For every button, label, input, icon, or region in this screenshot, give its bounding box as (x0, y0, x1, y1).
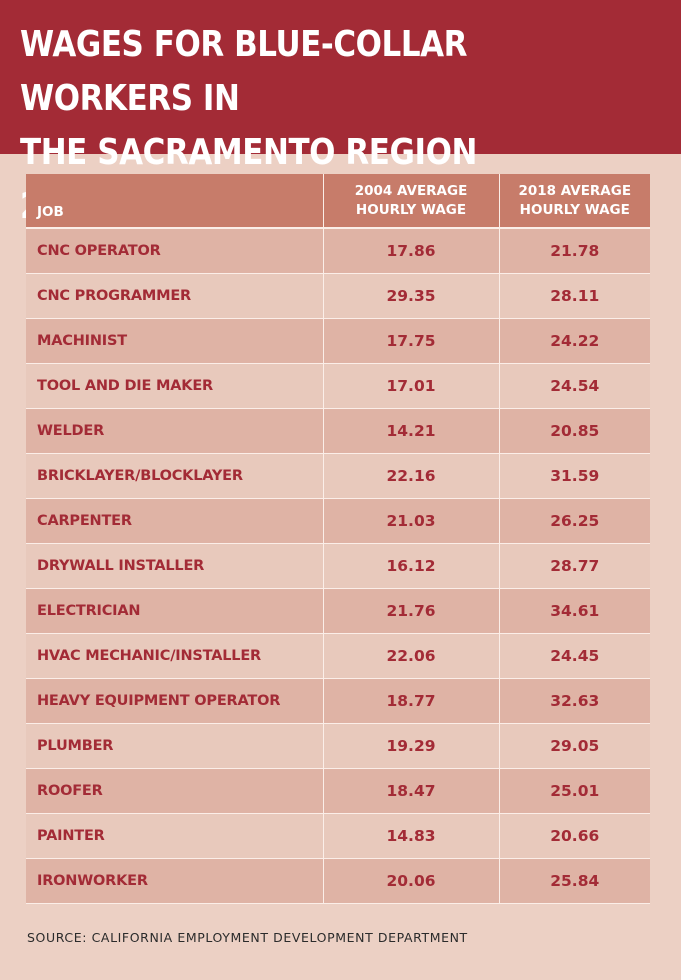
wage-2004-cell: 14.83 (323, 813, 500, 859)
job-cell: WELDER (26, 408, 324, 454)
table-row: TOOL AND DIE MAKER 17.01 24.54 (26, 363, 650, 409)
table-row: MACHINIST 17.75 24.22 (26, 318, 650, 364)
wage-2004-cell: 17.01 (323, 363, 500, 409)
job-cell: PAINTER (26, 813, 324, 859)
title-banner: WAGES FOR BLUE-COLLAR WORKERS IN THE SAC… (0, 0, 681, 227)
wage-2018-cell: 24.45 (499, 633, 650, 679)
wage-2018-cell: 20.66 (499, 813, 650, 859)
job-cell: HEAVY EQUIPMENT OPERATOR (26, 678, 324, 724)
column-header-2018: 2018 AVERAGE HOURLY WAGE (499, 174, 650, 229)
job-cell: ROOFER (26, 768, 324, 814)
table-row: CNC OPERATOR 17.86 21.78 (26, 228, 650, 274)
table-row: PAINTER 14.83 20.66 (26, 813, 650, 859)
wage-2018-cell: 28.11 (499, 273, 650, 319)
column-header-2004-line-2: HOURLY WAGE (355, 201, 467, 218)
job-cell: PLUMBER (26, 723, 324, 769)
table-row: IRONWORKER 20.06 25.84 (26, 858, 650, 904)
job-cell: DRYWALL INSTALLER (26, 543, 324, 589)
wage-2018-cell: 24.22 (499, 318, 650, 364)
table-body: CNC OPERATOR 17.86 21.78 CNC PROGRAMMER 29.3… (26, 228, 650, 904)
table-row: PLUMBER 19.29 29.05 (26, 723, 650, 769)
job-cell: BRICKLAYER/BLOCKLAYER (26, 453, 324, 499)
wage-2004-cell: 17.86 (323, 228, 500, 274)
wage-2004-cell: 16.12 (323, 543, 500, 589)
wage-2004-cell: 20.06 (323, 858, 500, 904)
wage-2004-cell: 22.16 (323, 453, 500, 499)
wage-2004-cell: 18.77 (323, 678, 500, 724)
wage-2018-cell: 34.61 (499, 588, 650, 634)
wage-2004-cell: 22.06 (323, 633, 500, 679)
wage-2018-cell: 25.01 (499, 768, 650, 814)
wage-2018-cell: 28.77 (499, 543, 650, 589)
table-row: CNC PROGRAMMER 29.35 28.11 (26, 273, 650, 319)
wage-2018-cell: 29.05 (499, 723, 650, 769)
table-row: ROOFER 18.47 25.01 (26, 768, 650, 814)
table-row: WELDER 14.21 20.85 (26, 408, 650, 454)
table-header-row: JOB 2004 AVERAGE HOURLY WAGE 2018 AVERAG… (26, 174, 650, 229)
job-cell: CNC OPERATOR (26, 228, 324, 274)
wage-2018-cell: 25.84 (499, 858, 650, 904)
column-header-2018-line-1: 2018 AVERAGE (518, 182, 632, 199)
job-cell: CARPENTER (26, 498, 324, 544)
wage-2018-cell: 31.59 (499, 453, 650, 499)
table-row: CARPENTER 21.03 26.25 (26, 498, 650, 544)
table-row: BRICKLAYER/BLOCKLAYER 22.16 31.59 (26, 453, 650, 499)
wage-2004-cell: 21.76 (323, 588, 500, 634)
source-note: SOURCE: CALIFORNIA EMPLOYMENT DEVELOPMEN… (27, 930, 468, 945)
wage-2004-cell: 17.75 (323, 318, 500, 364)
column-header-job: JOB (26, 174, 324, 229)
job-cell: CNC PROGRAMMER (26, 273, 324, 319)
table-row: HEAVY EQUIPMENT OPERATOR 18.77 32.63 (26, 678, 650, 724)
column-header-2004: 2004 AVERAGE HOURLY WAGE (323, 174, 500, 229)
column-header-job-label: JOB (37, 204, 64, 220)
job-cell: TOOL AND DIE MAKER (26, 363, 324, 409)
job-cell: HVAC MECHANIC/INSTALLER (26, 633, 324, 679)
wage-2004-cell: 21.03 (323, 498, 500, 544)
wage-2018-cell: 21.78 (499, 228, 650, 274)
column-header-2004-line-1: 2004 AVERAGE (354, 182, 468, 199)
table-row: DRYWALL INSTALLER 16.12 28.77 (26, 543, 650, 589)
job-cell: ELECTRICIAN (26, 588, 324, 634)
table-row: HVAC MECHANIC/INSTALLER 22.06 24.45 (26, 633, 650, 679)
wage-2018-cell: 24.54 (499, 363, 650, 409)
table-row: ELECTRICIAN 21.76 34.61 (26, 588, 650, 634)
column-header-2018-line-2: HOURLY WAGE (519, 201, 630, 218)
wage-2004-cell: 14.21 (323, 408, 500, 454)
wage-2004-cell: 18.47 (323, 768, 500, 814)
job-cell: IRONWORKER (26, 858, 324, 904)
wage-2004-cell: 19.29 (323, 723, 500, 769)
wage-2018-cell: 20.85 (499, 408, 650, 454)
wage-2018-cell: 26.25 (499, 498, 650, 544)
wage-table: JOB 2004 AVERAGE HOURLY WAGE 2018 AVERAG… (26, 174, 650, 904)
job-cell: MACHINIST (26, 318, 324, 364)
wage-2004-cell: 29.35 (323, 273, 500, 319)
wage-2018-cell: 32.63 (499, 678, 650, 724)
